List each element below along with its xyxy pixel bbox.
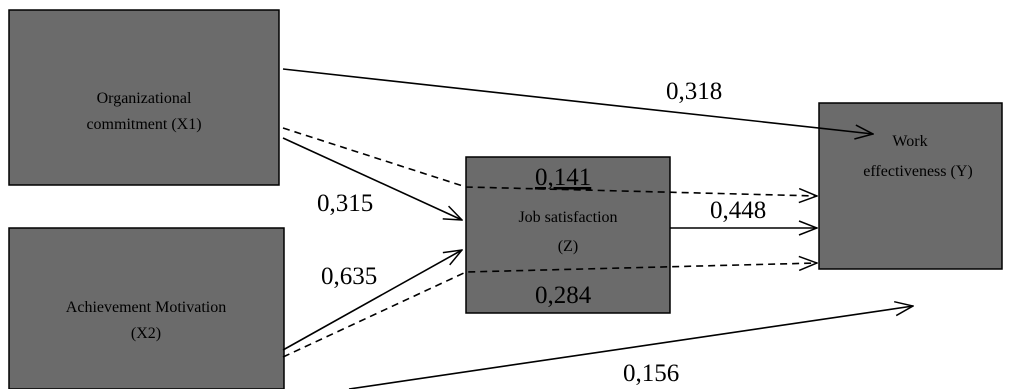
node-x1-label-line2: commitment (X1) bbox=[86, 116, 201, 133]
coefficient-x2-y: 0,156 bbox=[623, 360, 679, 387]
arrow-x1-to-z bbox=[282, 137, 462, 220]
arrow-x2-to-z bbox=[282, 250, 462, 351]
coefficient-x2-z-y: 0,284 bbox=[535, 282, 592, 309]
node-achievement-motivation: Achievement Motivation (X2) bbox=[8, 227, 285, 389]
node-x2-label-line1: Achievement Motivation bbox=[66, 299, 226, 316]
node-y-label-line2: effectiveness (Y) bbox=[863, 163, 972, 180]
arrow-x2-via-z-to-y bbox=[282, 263, 817, 358]
node-job-satisfaction: Job satisfaction (Z) bbox=[465, 156, 671, 314]
node-y-label-line1: Work bbox=[892, 133, 927, 150]
arrow-x1-via-z-to-y bbox=[282, 127, 817, 196]
node-z-label-line1: Job satisfaction bbox=[518, 209, 617, 226]
node-z-label-line2: (Z) bbox=[558, 238, 578, 255]
coefficient-x2-z: 0,635 bbox=[321, 263, 377, 290]
coefficient-x1-z: 0,315 bbox=[317, 190, 373, 217]
node-x1-label-line1: Organizational bbox=[97, 90, 192, 107]
arrow-x2-to-y bbox=[348, 306, 913, 389]
coefficient-x1-y: 0,318 bbox=[666, 78, 722, 105]
coefficient-x1-z-y: 0,141 bbox=[535, 164, 591, 191]
coefficient-z-y: 0,448 bbox=[710, 197, 766, 224]
node-organizational-commitment: Organizational commitment (X1) bbox=[8, 9, 280, 186]
node-x2-label-line2: (X2) bbox=[131, 325, 161, 342]
node-work-effectiveness: Work effectiveness (Y) bbox=[818, 102, 1003, 270]
arrow-x1-to-y bbox=[282, 68, 873, 134]
